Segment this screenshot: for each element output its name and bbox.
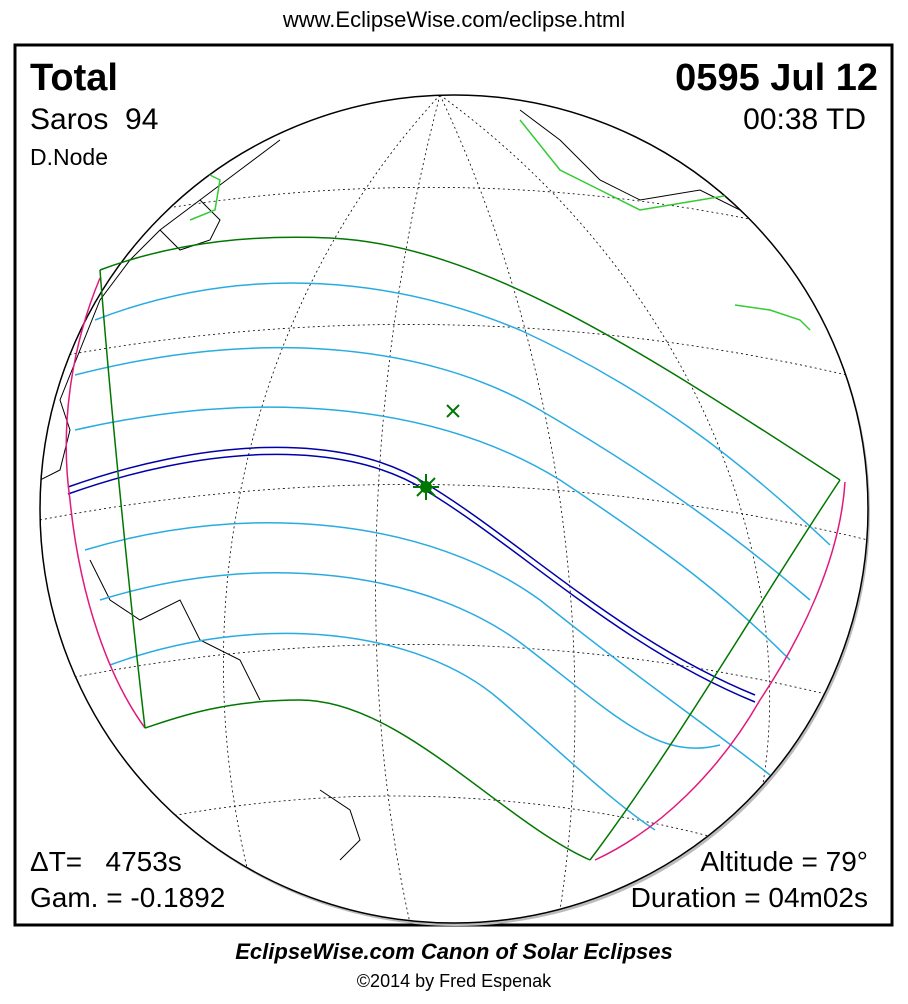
time: 00:38 TD: [743, 103, 866, 136]
copyright: ©2014 by Fred Espenak: [356, 971, 552, 991]
eclipse-type: Total: [30, 57, 118, 99]
limits: [65, 277, 846, 861]
gamma: Gam. = -0.1892: [30, 882, 226, 913]
saros: Saros 94: [30, 103, 159, 136]
footer-title: EclipseWise.com Canon of Solar Eclipses: [235, 939, 673, 964]
altitude: Altitude = 79°: [700, 846, 868, 877]
node: D.Node: [30, 144, 108, 170]
url: www.EclipseWise.com/eclipse.html: [282, 7, 626, 32]
graticule: [40, 95, 868, 923]
duration: Duration = 04m02s: [630, 882, 868, 913]
date: 0595 Jul 12: [675, 57, 878, 99]
delta-t: ΔT= 4753s: [30, 846, 182, 877]
penumbral-lines: [74, 282, 831, 831]
eclipse-outline: [99, 236, 841, 861]
markers: [413, 404, 460, 500]
